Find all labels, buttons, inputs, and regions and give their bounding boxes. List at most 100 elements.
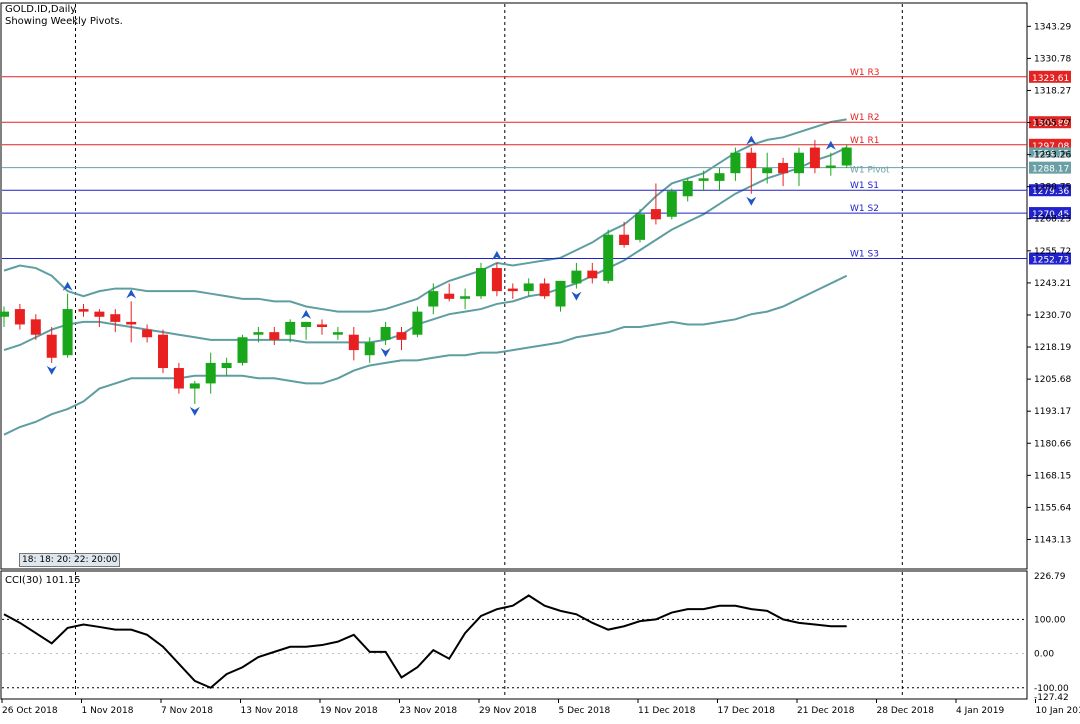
pivot-label: W1 R1	[850, 136, 879, 146]
candle-body	[683, 181, 693, 196]
x-tick-label: 23 Nov 2018	[400, 706, 458, 716]
y-tick-label: 1230.70	[1034, 311, 1071, 321]
candle-body	[428, 291, 438, 306]
candle-body	[587, 271, 597, 279]
x-tick-label: 10 Jan 2019	[1036, 706, 1080, 716]
pivot-label: W1 R3	[850, 68, 879, 78]
candle-body	[158, 335, 168, 368]
candle-body	[0, 312, 9, 317]
candle-body	[540, 283, 550, 296]
candle-body	[571, 271, 581, 284]
pivot-label: W1 Pivot	[850, 166, 890, 176]
candle-body	[619, 235, 629, 245]
x-tick-label: 17 Dec 2018	[718, 706, 776, 716]
candle-body	[269, 332, 279, 340]
candle-body	[842, 148, 852, 166]
candle-body	[63, 309, 73, 355]
candle-body	[810, 148, 820, 169]
x-tick-label: 1 Nov 2018	[82, 706, 134, 716]
y-tick-label: 1143.13	[1034, 535, 1071, 545]
candle-body	[174, 368, 184, 389]
candle-body	[778, 163, 788, 173]
y-tick-label: 1180.66	[1034, 439, 1071, 449]
x-tick-label: 5 Dec 2018	[559, 706, 611, 716]
chart-symbol-title: GOLD.ID,Daily	[5, 4, 76, 15]
x-tick-label: 11 Dec 2018	[638, 706, 696, 716]
candle-body	[746, 153, 756, 168]
candle-body	[730, 153, 740, 174]
price-tag: 1252.73	[1032, 255, 1069, 265]
x-tick-label: 29 Nov 2018	[479, 706, 537, 716]
candle-body	[301, 322, 311, 327]
candle-body	[651, 209, 661, 219]
candle-body	[206, 363, 216, 384]
y-tick-label: 1318.27	[1034, 86, 1071, 96]
candle-body	[110, 314, 120, 322]
x-tick-label: 28 Dec 2018	[877, 706, 935, 716]
candle-body	[79, 309, 89, 312]
y-tick-label: 1218.19	[1034, 343, 1071, 353]
y-tick-label: 1243.21	[1034, 279, 1071, 289]
x-tick-label: 21 Dec 2018	[797, 706, 855, 716]
candle-body	[381, 327, 391, 340]
y-tick-label: 1280.75	[1034, 183, 1071, 193]
candle-body	[15, 309, 25, 324]
y-tick-label: 1255.72	[1034, 247, 1071, 257]
x-tick-label: 7 Nov 2018	[161, 706, 213, 716]
y-tick-label: 1155.64	[1034, 503, 1071, 513]
chart-subtitle: Showing Weekly Pivots.	[5, 16, 123, 27]
candle-body	[762, 168, 772, 173]
candle-body	[333, 332, 343, 335]
y-tick-label: 1305.77	[1034, 119, 1071, 129]
x-tick-label: 4 Jan 2019	[956, 706, 1004, 716]
y-tick-label: 1293.26	[1034, 151, 1071, 161]
candle-body	[365, 342, 375, 355]
candle-body	[397, 332, 407, 340]
y-tick-label: 1330.78	[1034, 54, 1071, 64]
y-tick-label: 1268.25	[1034, 215, 1071, 225]
pivot-label: W1 S3	[850, 249, 879, 259]
candle-body	[238, 337, 248, 363]
candle-body	[47, 335, 57, 358]
pivot-label: W1 R2	[850, 113, 879, 123]
candle-body	[794, 153, 804, 174]
candle-body	[667, 191, 677, 217]
pivot-label: W1 S2	[850, 204, 879, 214]
candle-body	[126, 322, 136, 325]
candle-body	[492, 268, 502, 291]
price-tag: 1288.17	[1032, 165, 1069, 175]
y-tick-label: 1205.68	[1034, 375, 1071, 385]
candle-body	[317, 324, 327, 327]
cci-title: CCI(30) 101.15	[5, 575, 81, 586]
candle-body	[444, 294, 454, 299]
candle-body	[285, 322, 295, 335]
candle-body	[476, 268, 486, 296]
candle-body	[603, 235, 613, 281]
x-tick-label: 26 Oct 2018	[2, 706, 58, 716]
cci-y-tick-label: 100.00	[1034, 615, 1066, 625]
candle-body	[253, 332, 263, 335]
pivot-label: W1 S1	[850, 181, 879, 191]
candle-body	[699, 178, 709, 181]
candle-body	[349, 335, 359, 350]
y-tick-label: 1168.15	[1034, 471, 1071, 481]
candle-body	[635, 214, 645, 240]
candle-body	[190, 383, 200, 388]
candle-body	[556, 281, 566, 307]
price-tag: 1323.61	[1032, 74, 1069, 84]
cci-y-tick-label: -127.42	[1034, 693, 1069, 703]
candle-body	[460, 296, 470, 299]
x-tick-label: 13 Nov 2018	[241, 706, 299, 716]
candle-body	[826, 166, 836, 169]
cci-y-tick-label: 0.00	[1034, 650, 1054, 660]
candle-body	[715, 173, 725, 181]
candle-body	[31, 319, 41, 334]
candle-body	[94, 312, 104, 317]
cci-y-tick-label: 226.79	[1034, 572, 1066, 582]
y-tick-label: 1193.17	[1034, 407, 1071, 417]
candle-body	[142, 330, 152, 338]
x-tick-label: 19 Nov 2018	[320, 706, 378, 716]
candle-body	[508, 289, 518, 292]
